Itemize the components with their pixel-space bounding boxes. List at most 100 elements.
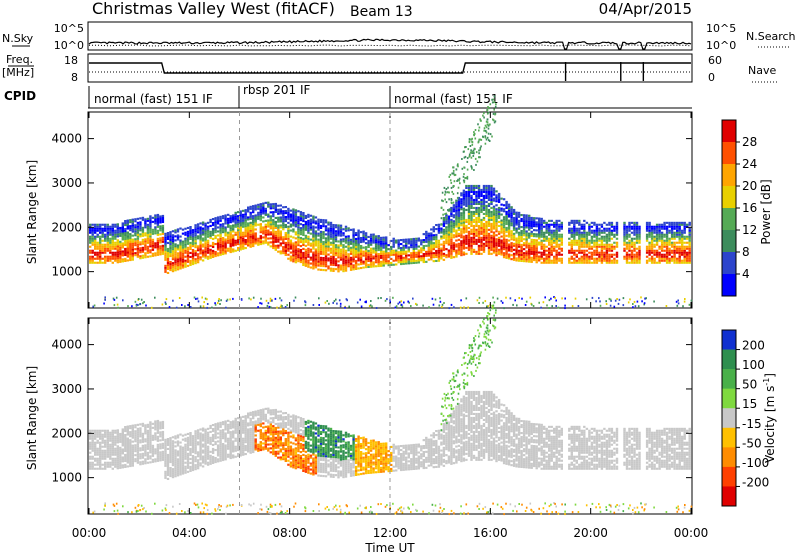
power-cell bbox=[466, 177, 469, 180]
power-cell bbox=[570, 219, 573, 222]
power-cell bbox=[347, 253, 350, 256]
power-cell bbox=[191, 255, 195, 258]
power-cell bbox=[538, 229, 541, 232]
power-cell bbox=[515, 229, 518, 232]
power-cell bbox=[598, 251, 601, 254]
power-cell bbox=[322, 221, 325, 224]
power-cell bbox=[204, 242, 207, 245]
power-cell bbox=[272, 227, 275, 230]
power-cell bbox=[101, 251, 104, 254]
power-cell bbox=[638, 225, 641, 228]
power-cell bbox=[477, 228, 481, 231]
power-cell bbox=[460, 232, 463, 235]
colorbar-swatch bbox=[722, 142, 736, 165]
power-cell bbox=[129, 241, 132, 244]
power-cell bbox=[307, 239, 310, 242]
power-cell bbox=[653, 251, 656, 254]
power-cell bbox=[302, 259, 305, 262]
power-cell bbox=[314, 238, 318, 241]
power-cell bbox=[678, 247, 681, 250]
power-cell bbox=[400, 253, 403, 256]
power-cell bbox=[630, 255, 634, 258]
power-cell bbox=[224, 216, 227, 219]
power-cell bbox=[628, 229, 631, 232]
power-cell bbox=[219, 235, 222, 238]
velocity-cell bbox=[94, 459, 97, 462]
power-cell bbox=[287, 231, 290, 234]
power-cell bbox=[354, 239, 358, 242]
power-cell bbox=[420, 257, 423, 260]
power-cell bbox=[525, 256, 528, 259]
power-cell bbox=[548, 229, 551, 232]
power-cell bbox=[146, 237, 150, 240]
power-cell bbox=[460, 254, 463, 257]
power-cell bbox=[470, 250, 473, 253]
power-cell bbox=[648, 229, 651, 232]
power-cell bbox=[645, 233, 649, 236]
power-cell bbox=[317, 250, 320, 253]
power-cell bbox=[374, 249, 378, 252]
power-cell bbox=[159, 253, 162, 256]
power-cell bbox=[395, 263, 398, 266]
power-cell bbox=[615, 229, 619, 232]
power-cell bbox=[314, 258, 318, 261]
power-cell bbox=[505, 244, 508, 247]
power-cell bbox=[156, 223, 160, 226]
velocity-cell bbox=[104, 463, 107, 466]
power-cell bbox=[184, 231, 187, 234]
power-cell bbox=[234, 215, 237, 218]
power-cell bbox=[106, 249, 109, 252]
power-cell bbox=[131, 240, 134, 243]
power-cell bbox=[473, 131, 475, 134]
power-cell bbox=[613, 241, 616, 244]
power-cell bbox=[450, 226, 453, 229]
power-cell bbox=[129, 255, 132, 258]
power-cell bbox=[398, 301, 401, 304]
power-cell bbox=[292, 242, 295, 245]
power-cell bbox=[490, 234, 493, 237]
power-cell bbox=[211, 306, 213, 309]
power-cell bbox=[570, 233, 573, 236]
power-cell bbox=[505, 230, 508, 233]
power-cell bbox=[505, 256, 508, 259]
power-cell bbox=[151, 244, 155, 247]
power-cell bbox=[502, 228, 506, 231]
power-cell bbox=[522, 242, 526, 245]
power-cell bbox=[274, 208, 277, 211]
power-cell bbox=[124, 241, 127, 244]
power-cell bbox=[169, 269, 172, 272]
power-cell bbox=[676, 249, 679, 252]
power-cell bbox=[274, 238, 277, 241]
velocity-cell bbox=[109, 449, 112, 452]
power-cell bbox=[322, 235, 325, 238]
power-cell bbox=[247, 242, 250, 245]
power-cell bbox=[603, 237, 606, 240]
power-cell bbox=[512, 242, 516, 245]
power-cell bbox=[605, 243, 609, 246]
power-cell bbox=[688, 233, 691, 236]
power-cell bbox=[480, 188, 483, 191]
power-cell bbox=[482, 246, 486, 249]
power-cell bbox=[460, 194, 463, 197]
power-cell bbox=[247, 232, 250, 235]
power-cell bbox=[570, 229, 573, 232]
velocity-cell bbox=[111, 439, 114, 442]
power-cell bbox=[186, 236, 190, 239]
power-cell bbox=[477, 186, 481, 189]
power-cell bbox=[471, 167, 473, 170]
power-cell bbox=[347, 239, 350, 242]
power-cell bbox=[472, 202, 476, 205]
power-cell bbox=[349, 238, 353, 241]
power-cell bbox=[294, 251, 298, 254]
power-cell bbox=[294, 215, 298, 218]
power-cell bbox=[502, 204, 506, 207]
power-cell bbox=[294, 231, 298, 234]
power-cell bbox=[570, 261, 573, 264]
velocity-cell bbox=[99, 437, 102, 440]
power-cell bbox=[460, 240, 463, 243]
power-cell bbox=[543, 219, 546, 222]
power-cell bbox=[522, 232, 526, 235]
power-cell bbox=[528, 214, 531, 217]
power-cell bbox=[467, 198, 471, 201]
power-cell bbox=[124, 233, 127, 236]
